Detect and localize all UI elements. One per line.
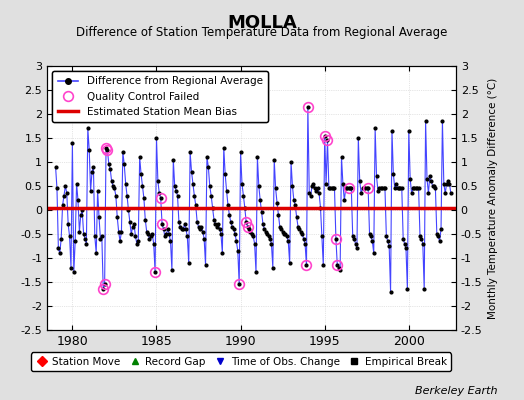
- Text: Difference of Station Temperature Data from Regional Average: Difference of Station Temperature Data f…: [77, 26, 447, 39]
- Y-axis label: Monthly Temperature Anomaly Difference (°C): Monthly Temperature Anomaly Difference (…: [488, 77, 498, 319]
- Text: Berkeley Earth: Berkeley Earth: [416, 386, 498, 396]
- Legend: Difference from Regional Average, Quality Control Failed, Estimated Station Mean: Difference from Regional Average, Qualit…: [52, 71, 268, 122]
- Legend: Station Move, Record Gap, Time of Obs. Change, Empirical Break: Station Move, Record Gap, Time of Obs. C…: [31, 352, 451, 371]
- Text: MOLLA: MOLLA: [227, 14, 297, 32]
